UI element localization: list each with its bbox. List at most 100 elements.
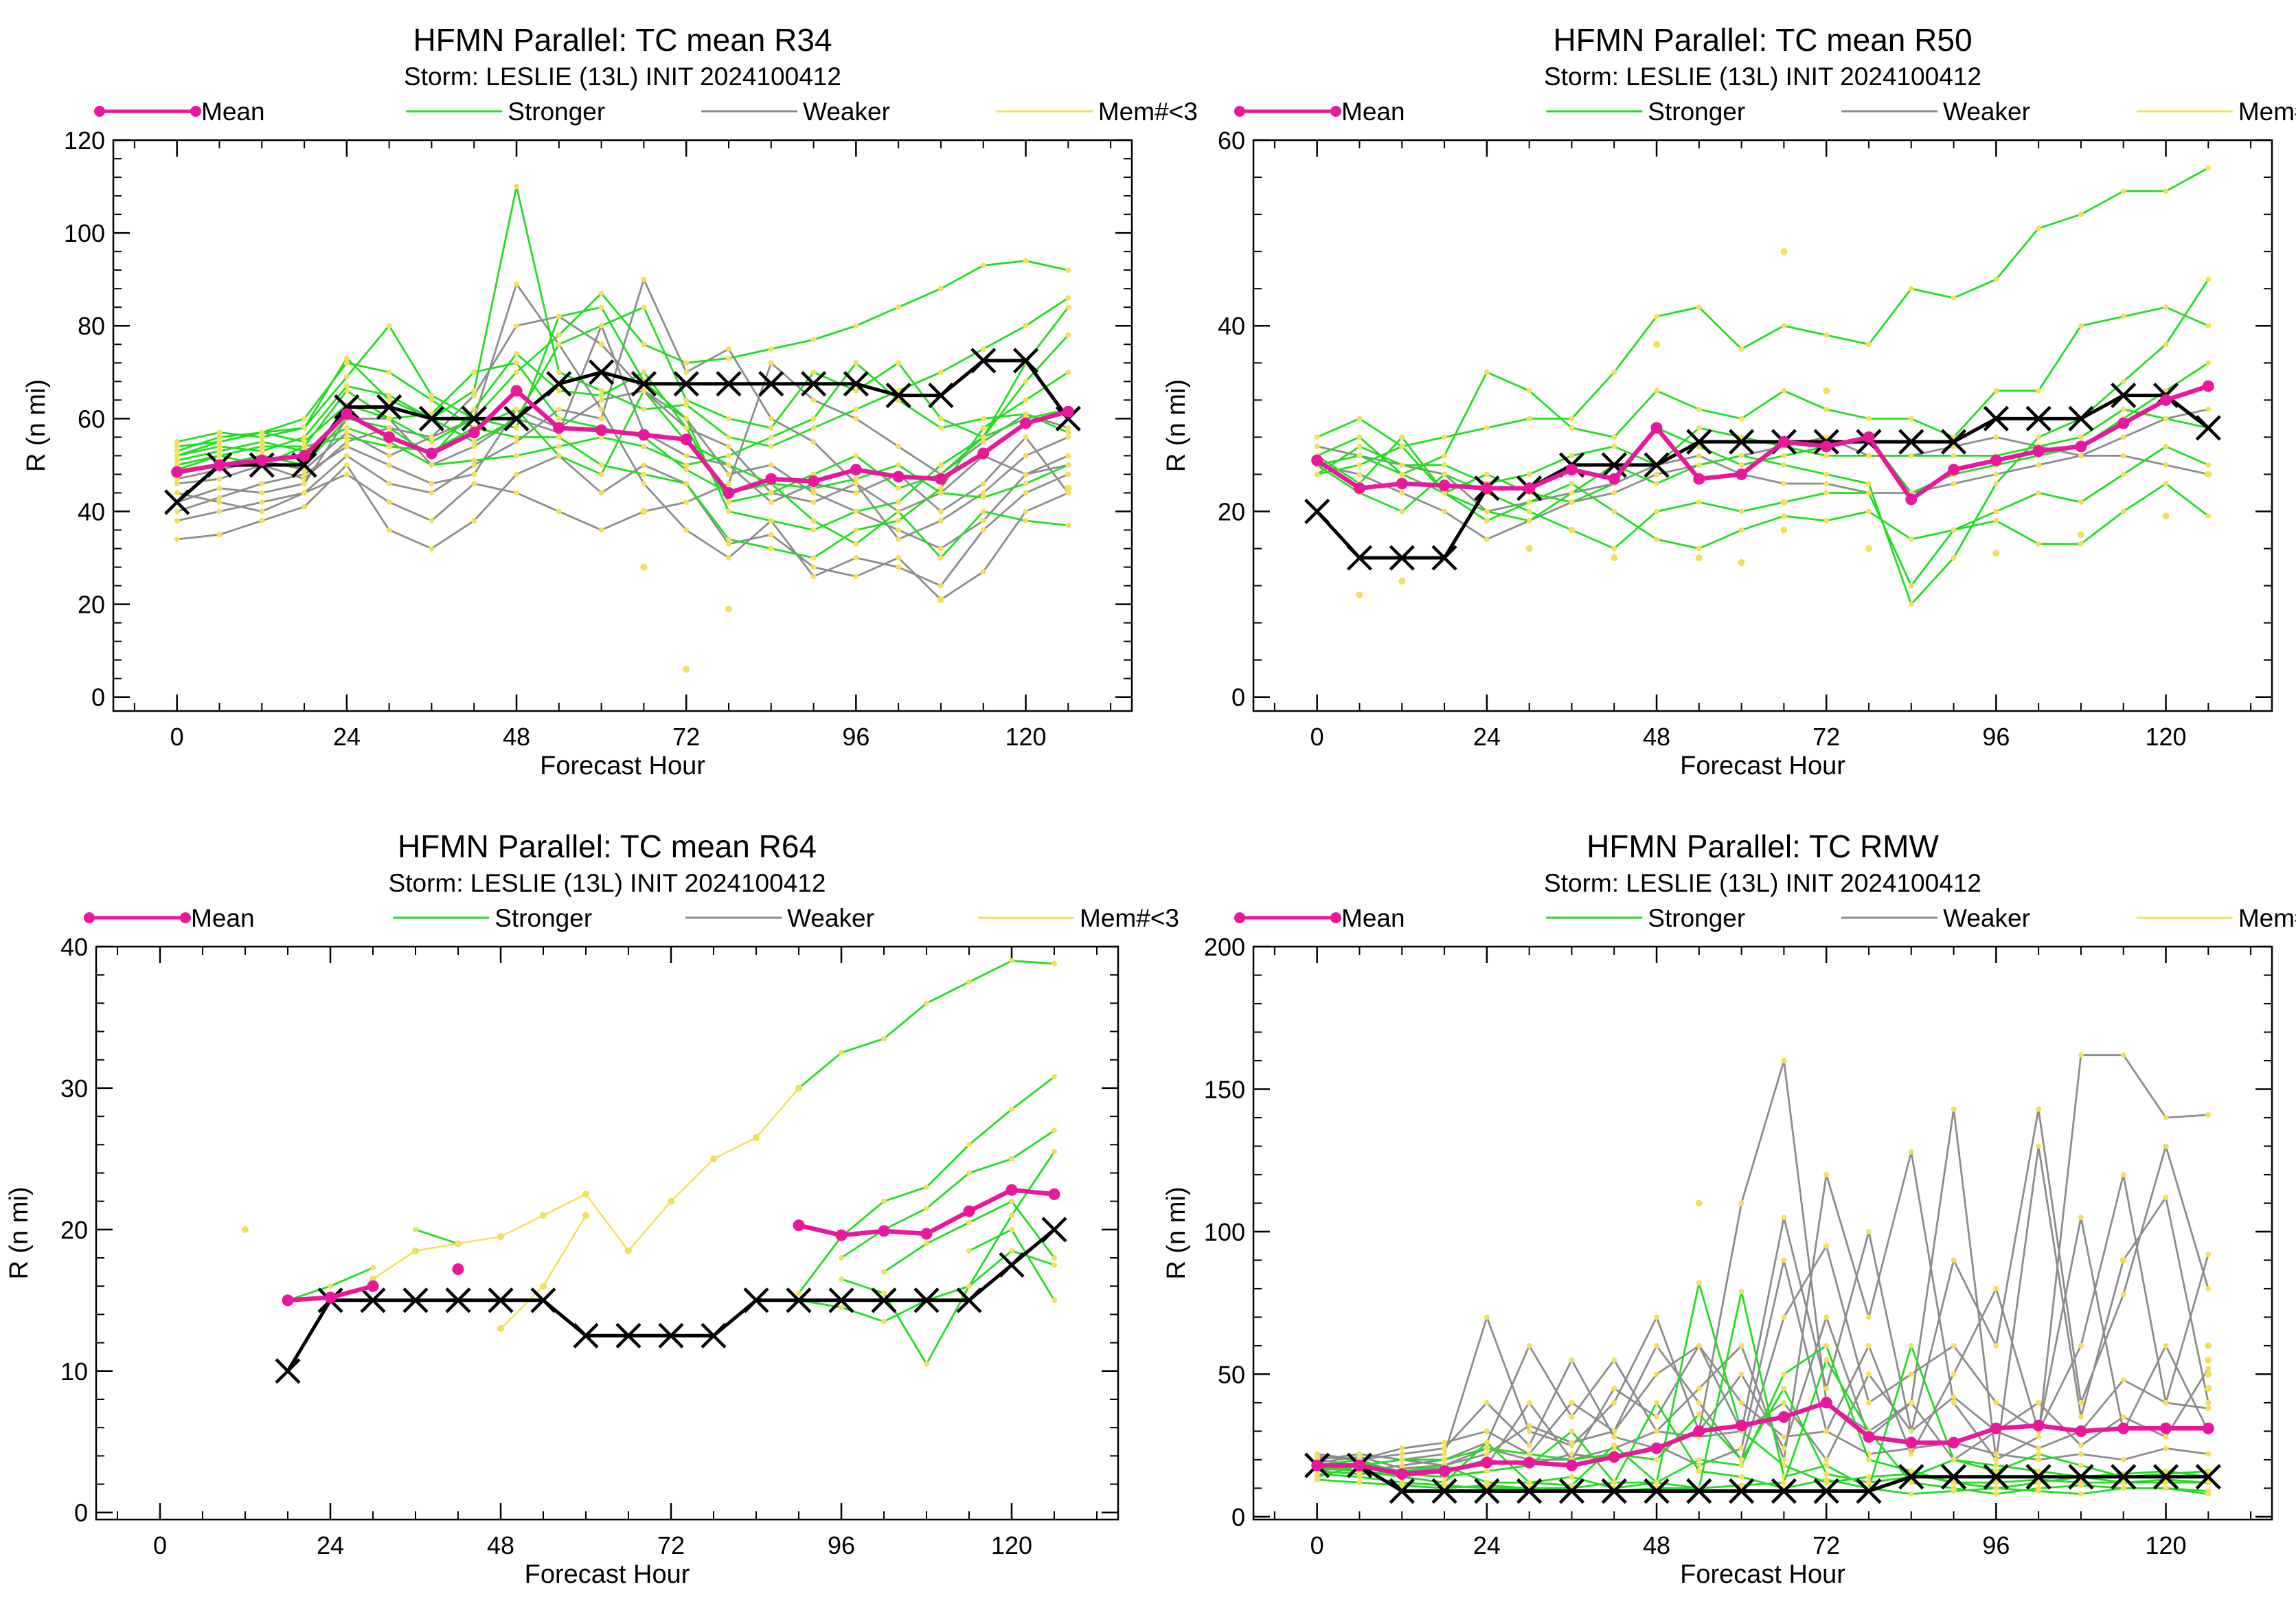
stronger-member-line-point (641, 304, 647, 311)
stronger-member-line-point (924, 1184, 929, 1191)
stronger-member-line-point (386, 397, 392, 403)
stronger-member-line-point (598, 323, 604, 329)
weaker-member-line-point (1065, 425, 1071, 431)
mean-point (1608, 473, 1620, 485)
stronger-member-line-point (896, 485, 902, 491)
y-tick-label: 60 (1218, 126, 1245, 155)
weaker-member-line-point (2120, 1414, 2126, 1420)
weaker-member-line-point (1569, 1439, 1575, 1445)
chart-subtitle: Storm: LESLIE (13L) INIT 2024100412 (1544, 869, 1981, 897)
weaker-member-line-point (2120, 1052, 2126, 1058)
mean-point (920, 1228, 933, 1240)
stronger-member-line (177, 361, 1069, 466)
best-track-x-marker (1729, 429, 1755, 455)
weaker-member-line-point (1993, 1399, 1999, 1406)
stronger-member-line-point (1696, 545, 1702, 552)
stronger-member-line-point (1865, 508, 1872, 515)
stronger-member-line-point (1738, 508, 1744, 515)
weaker-member-line-point (2120, 1377, 2126, 1383)
weaker-member-line-point (725, 555, 731, 561)
weaker-member-line-point (514, 490, 520, 496)
stronger-member-line-point (1484, 425, 1490, 431)
plot-frame (112, 139, 1133, 712)
stronger-member-line-point (1951, 295, 1957, 301)
stronger-member-line-point (471, 369, 477, 375)
y-axis-label: R (n mi) (5, 1186, 34, 1279)
stronger-member-line-point (2078, 434, 2084, 440)
weaker-member-line-point (216, 532, 223, 538)
stronger-member-line-point (853, 453, 859, 459)
few-member-point (1780, 248, 1788, 256)
stronger-member-line-point (683, 360, 690, 366)
mean-point (425, 447, 437, 460)
x-axis-label: Forecast Hour (1680, 1560, 1845, 1589)
stronger-member-line-point (598, 462, 604, 468)
weaker-member-line-point (1908, 1149, 1914, 1155)
stronger-member-line-point (725, 499, 731, 505)
stronger-member-line-point (683, 462, 690, 468)
weaker-member-line-point (1526, 1423, 1532, 1429)
stronger-member-line-point (1696, 304, 1702, 311)
x-tick-label: 48 (1643, 723, 1670, 751)
stronger-member-line-point (514, 425, 520, 431)
weaker-member-line-point (2205, 1451, 2212, 1457)
mean-point (1990, 454, 2002, 466)
x-tick-label: 0 (1310, 1531, 1324, 1559)
stronger-member-line-point (1696, 1280, 1702, 1286)
weaker-member-line-point (1065, 471, 1071, 477)
best-track-x-marker (1813, 1478, 1839, 1504)
weaker-member-line-point (1314, 443, 1320, 449)
stronger-member-line-point (1399, 443, 1405, 449)
x-tick-label: 24 (1473, 1531, 1501, 1559)
stronger-member-line-point (1738, 527, 1744, 533)
stronger-member-line-point (683, 416, 690, 422)
chart-panel-rmw: HFMN Parallel: TC RMW Storm: LESLIE (13L… (1162, 828, 2296, 1589)
weaker-member-line-point (896, 537, 902, 543)
stronger-member-line-point (1009, 1226, 1014, 1232)
weaker-member-line-point (429, 434, 435, 440)
weaker-member-line-point (1654, 471, 1660, 477)
stronger-member-line-point (896, 518, 902, 523)
weaker-member-line-point (725, 541, 731, 547)
weaker-member-line-point (1951, 1257, 1957, 1263)
weaker-member-line-point (896, 555, 902, 561)
x-tick-label: 24 (1473, 723, 1501, 751)
x-tick-label: 96 (1982, 723, 2010, 751)
stronger-member-line-point (471, 439, 477, 445)
mean-point (1020, 417, 1032, 429)
stronger-member-line-point (1484, 518, 1490, 523)
stronger-member-line-point (556, 416, 562, 422)
stronger-member-line-point (1569, 1482, 1575, 1489)
stronger-member-line-point (1908, 1491, 1914, 1497)
stronger-member-line-point (343, 355, 350, 361)
weaker-member-line-point (1865, 1399, 1872, 1406)
stronger-member-line-point (980, 416, 986, 422)
stronger-member-line-point (2120, 379, 2126, 385)
stronger-member-line-point (1993, 276, 1999, 282)
stronger-member-line-point (1951, 527, 1957, 533)
weaker-member-line-point (1908, 1428, 1914, 1434)
weaker-member-line-point (259, 518, 265, 523)
weaker-member-line-point (2163, 1195, 2169, 1201)
weaker-member-line-point (810, 397, 817, 403)
weaker-member-line-point (1023, 508, 1029, 515)
stronger-member-line-point (810, 518, 817, 523)
stronger-member-line-point (1009, 1248, 1014, 1254)
stronger-member-line-point (514, 350, 520, 357)
stronger-member-line-point (1993, 518, 1999, 523)
stronger-member-line-point (598, 392, 604, 398)
stronger-member-line-point (1696, 462, 1702, 468)
stronger-member-line-point (641, 471, 647, 477)
chart-title: HFMN Parallel: TC mean R64 (398, 828, 817, 864)
weaker-member-line-point (174, 518, 180, 523)
weaker-member-line-point (768, 532, 774, 538)
weaker-member-line-point (343, 462, 350, 468)
weaker-member-line-point (343, 471, 350, 477)
stronger-member-line-point (2078, 212, 2084, 218)
stronger-member-line-point (174, 453, 180, 459)
mean-point (255, 454, 268, 466)
weaker-member-line-point (1823, 1314, 1830, 1320)
weaker-member-line-point (259, 480, 265, 486)
weaker-member-line-point (683, 369, 690, 375)
few-member-point (725, 605, 732, 613)
